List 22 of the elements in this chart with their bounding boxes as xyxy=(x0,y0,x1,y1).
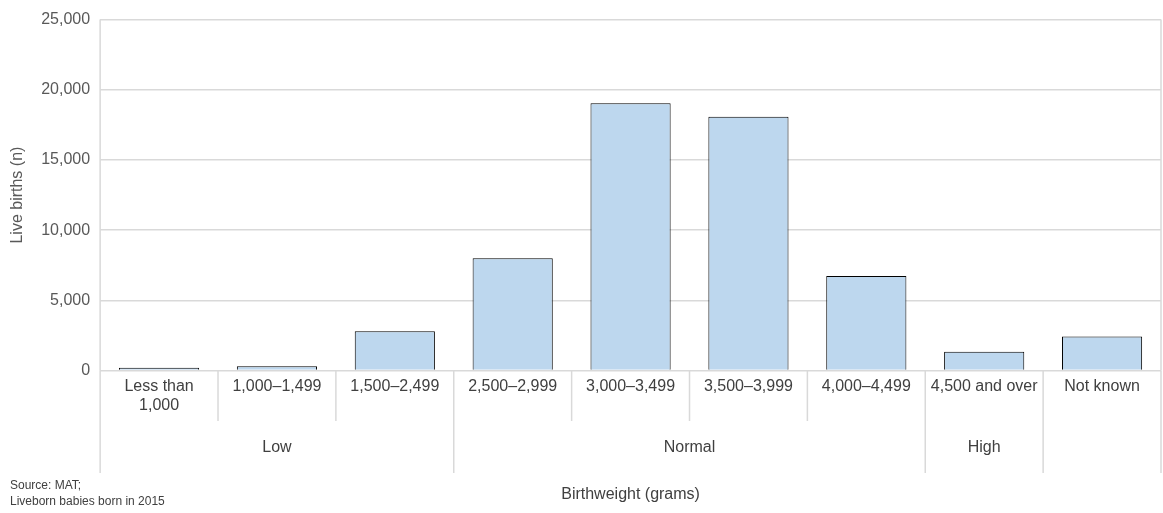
text: Low xyxy=(262,438,293,456)
text: Normal xyxy=(663,438,716,456)
x-tick-label: 1,000–1,499 xyxy=(232,376,322,394)
x-tick-label: 3,500–3,999 xyxy=(703,376,794,394)
source-note: Source: MAT; xyxy=(10,478,82,493)
x-axis-title: Birthweight (grams) xyxy=(561,485,700,503)
y-tick-label: 10,000 xyxy=(41,220,91,238)
y-tick-label: 5,000 xyxy=(50,290,91,308)
x-tick-label: 4,500 and over xyxy=(930,376,1039,394)
y-tick-label: 15,000 xyxy=(41,150,91,168)
y-tick-label: 25,000 xyxy=(41,10,91,28)
x-tick-label: 2,500–2,999 xyxy=(468,376,558,394)
x-tick-label: 4,000–4,499 xyxy=(821,376,911,394)
y-tick-label: 20,000 xyxy=(41,80,91,98)
text: Liveborn babies born in 2015 xyxy=(10,494,166,509)
x-tick-label: 3,000–3,499 xyxy=(586,376,676,394)
x-tick-label: 1,500–2,499 xyxy=(350,376,440,394)
x-tick-label: Not known xyxy=(1064,376,1140,394)
y-tick-label: 0 xyxy=(81,361,91,379)
y-axis-title: Live births (n) xyxy=(8,146,26,244)
text: High xyxy=(967,438,1001,456)
x-tick-label: Less than 1,000 xyxy=(124,376,194,413)
